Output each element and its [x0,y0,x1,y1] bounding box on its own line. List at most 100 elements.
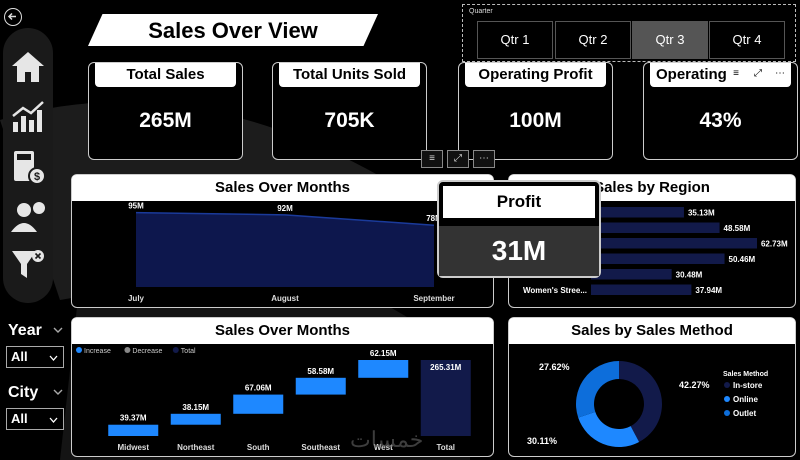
data-label: 35.13M [688,209,715,218]
legend-marker [172,347,179,353]
sales-over-months-waterfall-panel: Sales Over Months Increase Decrease Total 3… [71,317,494,457]
clear-filter-icon[interactable] [9,246,47,284]
sidebar-nav: $ [3,28,53,303]
sales-by-method-panel: Sales by Sales Method 42.27% 27.62% 30.11%… [508,317,796,457]
kpi-label: Operating M [650,63,791,87]
waterfall-bar [170,413,221,425]
profit-label: Profit [443,186,595,218]
kpi-card-total-sales: Total Sales 265M [88,62,243,160]
year-dropdown-value: All [11,349,28,364]
x-tick-label: July [128,294,145,303]
kpi-card-operating-profit: Operating Profit 100M [458,62,613,160]
panel-title: Sales Over Months [72,175,493,201]
data-label: 92M [277,204,293,213]
data-label: 67.06M [245,384,272,393]
chevron-down-icon [49,417,58,423]
data-label: 48.58M [724,224,751,233]
data-label: 58.58M [307,367,334,376]
x-tick-label: September [413,294,454,303]
region-bar [591,284,692,295]
kpi-value: 265M [139,109,192,132]
waterfall-bar [108,424,159,436]
quarter-option-2[interactable]: Qtr 2 [555,21,631,59]
region-bar [591,207,684,218]
visual-toolbar: ≡ ⤢ ⋯ [421,150,495,168]
legend-label: Outlet [733,409,756,418]
area-fill [136,212,434,287]
legend-marker [724,396,730,402]
data-label: 37.94M [695,286,722,295]
line-chart-icon[interactable] [9,98,47,136]
data-label: 265.31M [430,363,461,372]
data-label: 39.37M [120,414,147,423]
legend-title: Sales Method [723,371,768,378]
data-label: 27.62% [539,362,570,372]
focus-mode-icon[interactable]: ⤢ [447,150,469,168]
x-tick-label: Southeast [301,443,340,452]
x-tick-label: Total [436,443,455,452]
chevron-down-icon[interactable] [52,386,64,398]
quarter-option-3[interactable]: Qtr 3 [632,21,708,59]
watermark-text: خمسات [350,427,424,452]
kpi-value: 705K [324,109,375,132]
filter-icon[interactable]: ≡ [421,150,443,168]
calculator-money-icon[interactable]: $ [9,148,47,186]
quarter-option-1[interactable]: Qtr 1 [477,21,553,59]
kpi-label: Operating Profit [465,63,606,87]
user-info-icon[interactable] [9,198,47,236]
home-icon[interactable] [9,48,47,86]
data-label: 62.15M [370,349,397,358]
profit-card[interactable]: Profit 31M [437,180,601,278]
data-label: 42.27% [679,380,710,390]
quarter-slicer-label: Quarter [469,8,493,15]
data-label: 38.15M [182,403,209,412]
year-slicer-label: Year [8,322,42,339]
quarter-option-4[interactable]: Qtr 4 [709,21,785,59]
data-label: 50.46M [729,255,756,264]
sales-over-months-area-panel: Sales Over Months 95M July 92M August 78M Sep… [71,174,494,308]
donut-slice [619,361,662,443]
legend-label: In-store [733,381,763,390]
data-label: 62.73M [761,240,788,249]
filter-icon[interactable]: ≡ [727,66,745,84]
kpi-card-operating-margin: Operating M 43% [643,62,798,160]
back-button[interactable] [4,8,22,26]
region-bar-chart: 35.13M 48.58M 62.73M 50.46M 30.48M 37.94M Wome… [523,207,788,295]
donut-chart: 42.27% 27.62% 30.11% Sales Method In-store On… [527,361,768,447]
x-tick-label: South [247,443,270,452]
legend-label: Total [181,348,196,355]
panel-title: Sales Over Months [72,318,493,344]
legend-label: Decrease [132,348,162,355]
x-tick-label: Midwest [117,443,149,452]
profit-value: 31M [439,226,599,276]
chevron-down-icon [49,355,58,361]
legend-marker [724,410,730,416]
x-tick-label: Northeast [177,443,215,452]
donut-slice [578,411,640,447]
more-options-icon[interactable]: ⋯ [771,66,789,84]
data-label: 78M [426,214,442,223]
region-bar [591,253,725,264]
city-dropdown[interactable]: All [6,408,64,430]
waterfall-bar [295,377,346,395]
data-label: 95M [128,202,144,211]
page-title-banner: Sales Over View [88,14,378,46]
focus-mode-icon[interactable]: ⤢ [749,66,767,84]
waterfall-bar [233,394,284,414]
x-tick-label: West [374,443,393,452]
legend-marker [124,347,131,353]
year-dropdown[interactable]: All [6,346,64,368]
kpi-label: Total Units Sold [279,63,420,87]
legend-label: Increase [84,348,111,355]
svg-text:$: $ [34,171,40,183]
chevron-down-icon[interactable] [52,324,64,336]
waterfall-bar [358,360,409,378]
city-slicer-label: City [8,384,39,401]
region-bar [591,269,672,280]
visual-toolbar: ≡ ⤢ ⋯ [727,66,789,84]
waterfall-bar [420,360,471,436]
panel-title: Sales by Sales Method [509,318,795,344]
y-tick-label: Women's Stree... [523,286,587,295]
area-line [135,211,435,226]
more-options-icon[interactable]: ⋯ [473,150,495,168]
